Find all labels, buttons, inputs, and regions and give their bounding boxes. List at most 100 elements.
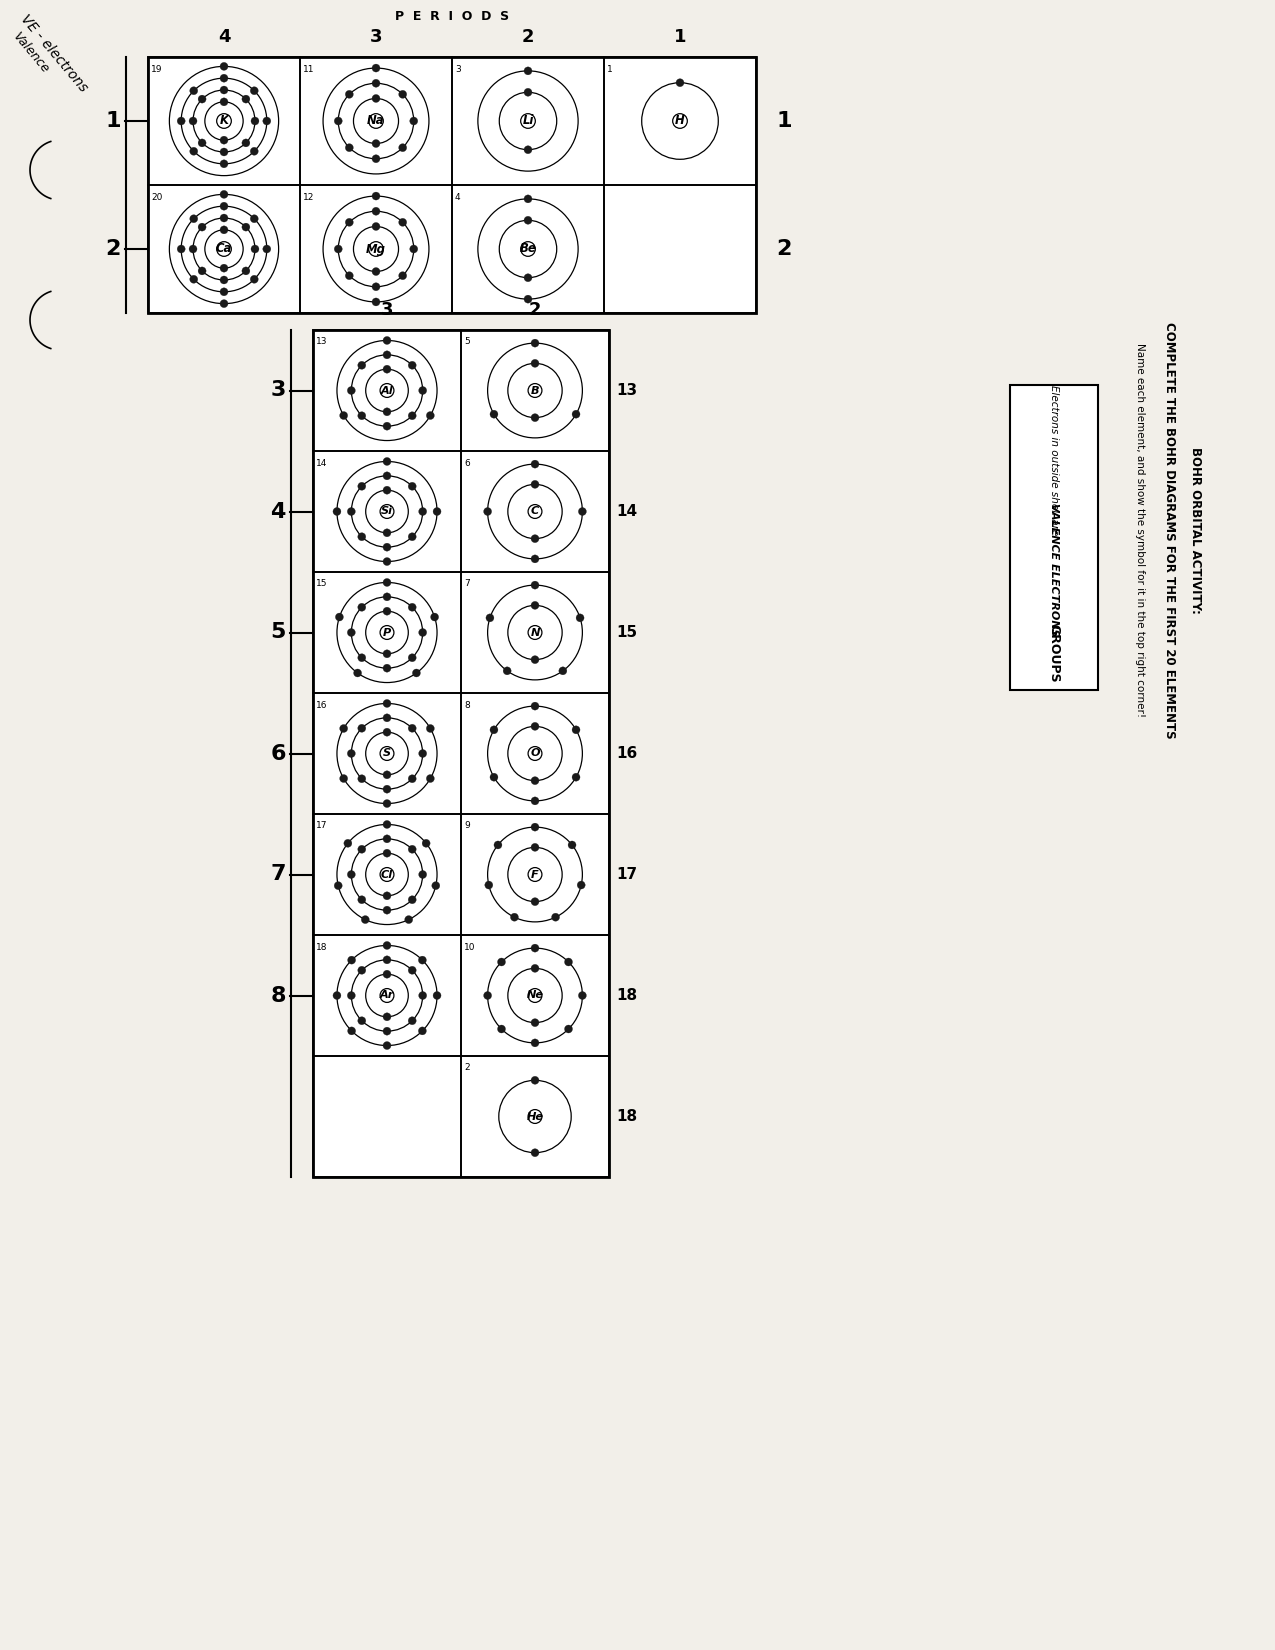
Circle shape xyxy=(358,896,366,904)
Text: Ne: Ne xyxy=(527,990,543,1000)
Circle shape xyxy=(409,244,418,252)
Circle shape xyxy=(346,272,353,280)
Circle shape xyxy=(382,714,391,721)
Circle shape xyxy=(221,97,228,106)
Circle shape xyxy=(418,386,427,394)
Circle shape xyxy=(530,340,539,346)
Text: K: K xyxy=(219,114,228,127)
Circle shape xyxy=(347,386,356,394)
Text: 6: 6 xyxy=(270,744,286,764)
Text: O: O xyxy=(530,749,539,759)
Circle shape xyxy=(579,508,586,515)
Circle shape xyxy=(382,650,391,658)
Circle shape xyxy=(524,89,532,96)
Circle shape xyxy=(372,79,380,87)
Text: 1: 1 xyxy=(673,28,686,46)
Text: 13: 13 xyxy=(316,338,328,346)
Circle shape xyxy=(572,411,580,417)
Circle shape xyxy=(346,91,353,99)
Circle shape xyxy=(189,117,198,125)
Circle shape xyxy=(530,601,539,609)
Circle shape xyxy=(426,774,435,782)
Circle shape xyxy=(382,665,391,672)
Text: 1: 1 xyxy=(607,64,613,74)
Circle shape xyxy=(524,68,532,74)
Circle shape xyxy=(217,114,231,129)
Circle shape xyxy=(382,487,391,495)
Text: N: N xyxy=(530,627,539,637)
Text: 18: 18 xyxy=(616,1109,638,1124)
Circle shape xyxy=(339,411,348,419)
Text: BOHR ORBITAL ACTIVITY:: BOHR ORBITAL ACTIVITY: xyxy=(1188,447,1201,614)
Circle shape xyxy=(418,1026,426,1035)
Circle shape xyxy=(528,746,542,761)
Circle shape xyxy=(399,91,407,99)
Circle shape xyxy=(408,482,416,490)
Circle shape xyxy=(344,840,352,848)
Bar xyxy=(148,58,300,185)
Text: Electrons in outside shell are: Electrons in outside shell are xyxy=(1049,384,1060,535)
Circle shape xyxy=(242,267,250,276)
Circle shape xyxy=(490,726,499,734)
Text: 4: 4 xyxy=(270,502,286,521)
Circle shape xyxy=(221,63,228,71)
Circle shape xyxy=(569,842,576,850)
Circle shape xyxy=(251,244,259,252)
Circle shape xyxy=(382,528,391,536)
Circle shape xyxy=(408,653,416,662)
Circle shape xyxy=(382,422,391,431)
Circle shape xyxy=(334,244,342,252)
Circle shape xyxy=(530,655,539,663)
Circle shape xyxy=(372,191,380,200)
Circle shape xyxy=(190,87,198,94)
Circle shape xyxy=(530,898,539,906)
Circle shape xyxy=(382,771,391,779)
Circle shape xyxy=(484,881,493,889)
Text: 1: 1 xyxy=(106,111,121,130)
Circle shape xyxy=(382,850,391,858)
Circle shape xyxy=(335,614,343,620)
Circle shape xyxy=(372,94,380,102)
Text: C: C xyxy=(530,507,539,516)
Text: 8: 8 xyxy=(270,985,286,1005)
Circle shape xyxy=(221,276,228,284)
Circle shape xyxy=(380,505,394,518)
Circle shape xyxy=(221,226,228,234)
Bar xyxy=(300,58,453,185)
Circle shape xyxy=(217,241,231,256)
Circle shape xyxy=(221,86,228,94)
Circle shape xyxy=(361,916,370,924)
Circle shape xyxy=(382,942,391,949)
Circle shape xyxy=(177,244,185,252)
Circle shape xyxy=(358,653,366,662)
Circle shape xyxy=(242,139,250,147)
Circle shape xyxy=(524,195,532,203)
Circle shape xyxy=(221,287,228,295)
Text: 6: 6 xyxy=(464,459,469,467)
Circle shape xyxy=(399,144,407,152)
Circle shape xyxy=(434,992,441,1000)
Bar xyxy=(462,693,609,813)
Bar xyxy=(604,58,756,185)
Circle shape xyxy=(408,412,416,419)
Circle shape xyxy=(382,472,391,480)
Text: 20: 20 xyxy=(150,193,162,201)
Circle shape xyxy=(190,276,198,284)
Circle shape xyxy=(382,592,391,601)
Circle shape xyxy=(530,944,539,952)
Circle shape xyxy=(358,361,366,370)
Circle shape xyxy=(358,412,366,419)
Circle shape xyxy=(576,614,584,622)
Text: 14: 14 xyxy=(616,503,638,520)
Text: Name each element, and show the symbol for it in the top right corner!: Name each element, and show the symbol f… xyxy=(1135,343,1145,718)
Text: 16: 16 xyxy=(316,701,328,710)
Circle shape xyxy=(382,351,391,358)
Circle shape xyxy=(358,533,366,541)
Circle shape xyxy=(382,835,391,843)
Circle shape xyxy=(190,214,198,223)
Circle shape xyxy=(358,845,366,853)
Circle shape xyxy=(358,604,366,610)
Circle shape xyxy=(382,800,391,807)
Circle shape xyxy=(530,535,539,543)
Text: COMPLETE THE BOHR DIAGRAMS FOR THE FIRST 20 ELEMENTS: COMPLETE THE BOHR DIAGRAMS FOR THE FIRST… xyxy=(1164,322,1177,738)
